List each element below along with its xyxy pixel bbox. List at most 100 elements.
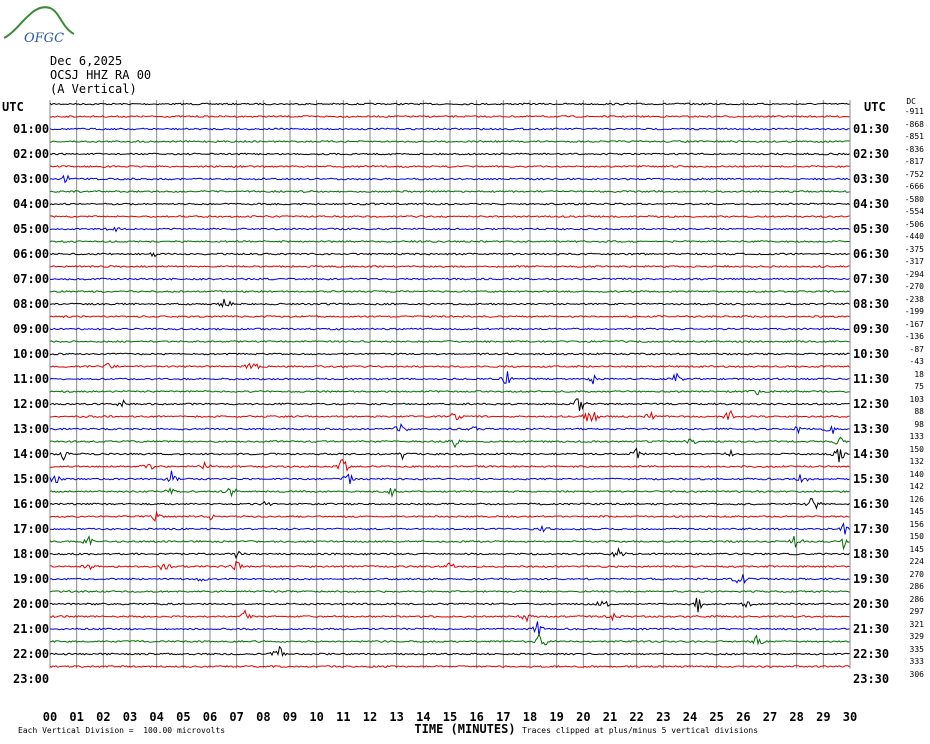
- dc-offset-label: 126: [909, 494, 924, 504]
- dc-offset-label: -87: [909, 344, 924, 354]
- seismic-trace-41: [49, 609, 850, 623]
- hour-label-left: 09:00: [13, 322, 50, 336]
- seismic-trace-4: [49, 152, 850, 156]
- seismic-trace-29: [49, 458, 850, 472]
- dc-offset-label: 150: [909, 532, 924, 541]
- x-tick-label: 16: [469, 710, 484, 724]
- seismic-trace-6: [49, 174, 850, 184]
- seismic-trace-3: [49, 139, 850, 143]
- seismic-trace-42: [50, 621, 850, 636]
- dc-offset-label: -238: [904, 294, 924, 304]
- hour-label-left: 13:00: [13, 422, 50, 436]
- hour-label-right: 03:30: [853, 172, 890, 186]
- x-tick-label: 08: [256, 710, 271, 724]
- seismic-trace-34: [49, 522, 850, 535]
- seismic-trace-43: [50, 633, 850, 646]
- hour-label-right: 23:30: [853, 672, 890, 686]
- hour-label-right: 20:30: [853, 597, 890, 611]
- hour-label-right: 18:30: [853, 547, 890, 561]
- utc-right-label: UTC: [864, 100, 886, 114]
- seismic-trace-5: [49, 165, 850, 168]
- x-tick-label: 30: [842, 710, 858, 724]
- dc-offset-label: -580: [904, 194, 924, 204]
- seismic-trace-27: [49, 436, 850, 449]
- seismic-trace-11: [49, 240, 850, 243]
- seismic-trace-26: [49, 422, 850, 435]
- seismic-trace-12: [49, 251, 850, 258]
- hour-label-right: 06:30: [853, 247, 890, 261]
- dc-offset-label: -270: [904, 282, 924, 291]
- dc-offset-label: -666: [904, 182, 924, 191]
- seismic-trace-33: [49, 510, 850, 522]
- dc-offset-label: -752: [904, 169, 924, 179]
- dc-offset-label: -506: [904, 219, 924, 229]
- seismic-trace-30: [49, 470, 850, 484]
- seismic-trace-25: [49, 409, 850, 423]
- seismic-trace-21: [49, 362, 850, 370]
- hour-label-right: 09:30: [853, 322, 890, 336]
- hour-label-left: 04:00: [13, 197, 50, 211]
- dc-offset-label: 321: [909, 619, 924, 629]
- dc-offset-label: 132: [909, 457, 924, 466]
- dc-offset-label: -167: [904, 319, 924, 329]
- hour-label-left: 18:00: [13, 547, 50, 561]
- hour-label-left: 17:00: [13, 522, 50, 536]
- seismic-trace-13: [49, 265, 850, 268]
- x-tick-label: 14: [416, 710, 431, 724]
- logo-text: OFGC: [24, 31, 64, 46]
- x-axis-title: TIME (MINUTES): [414, 722, 516, 736]
- seismic-trace-20: [49, 352, 850, 356]
- dc-offset-label: 145: [909, 544, 924, 554]
- dc-offset-label: -440: [904, 232, 924, 241]
- dc-offset-label: -375: [904, 244, 924, 254]
- hour-label-right: 02:30: [853, 147, 890, 161]
- x-tick-label: 29: [816, 710, 831, 724]
- dc-offset-label: 333: [909, 657, 924, 666]
- seismic-trace-10: [49, 226, 850, 233]
- hour-label-left: 21:00: [13, 622, 50, 636]
- component-label: (A Vertical): [50, 82, 137, 96]
- hour-label-left: 02:00: [13, 147, 50, 161]
- x-tick-label: 05: [176, 710, 191, 724]
- x-tick-label: 26: [736, 710, 751, 724]
- seismic-trace-35: [49, 534, 850, 551]
- division-note: Each Vertical Division = 100.00 microvol…: [18, 726, 226, 735]
- x-tick-label: 20: [576, 710, 591, 724]
- dc-header: DC: [906, 97, 916, 106]
- dc-offset-label: 145: [909, 507, 924, 516]
- seismic-trace-24: [49, 398, 850, 411]
- seismic-trace-1: [49, 114, 850, 118]
- x-tick-label: 04: [149, 710, 164, 724]
- x-tick-label: 21: [602, 710, 618, 724]
- seismic-trace-19: [49, 340, 850, 343]
- hour-label-right: 08:30: [853, 297, 890, 311]
- dc-offset-label: 286: [909, 594, 924, 604]
- seismic-trace-7: [49, 189, 850, 194]
- seismic-trace-38: [49, 574, 850, 584]
- dc-offset-label: 140: [909, 469, 924, 479]
- seismic-trace-31: [49, 487, 850, 498]
- hour-label-right: 21:30: [853, 622, 890, 636]
- x-tick-label: 01: [69, 710, 84, 724]
- dc-offset-label: -554: [904, 207, 924, 216]
- hour-label-right: 19:30: [853, 572, 890, 586]
- hour-label-right: 11:30: [853, 372, 890, 386]
- seismic-trace-36: [49, 546, 850, 560]
- x-tick-label: 18: [522, 710, 538, 724]
- seismic-trace-40: [49, 597, 850, 613]
- dc-offset-label: 88: [914, 407, 924, 416]
- date-label: Dec 6,2025: [50, 54, 123, 68]
- x-tick-label: 12: [362, 710, 378, 724]
- hour-label-left: 23:00: [13, 672, 50, 686]
- x-tick-label: 28: [789, 710, 804, 724]
- dc-offset-label: -836: [904, 144, 924, 154]
- x-tick-label: 15: [442, 710, 458, 724]
- seismic-trace-32: [49, 498, 850, 510]
- hour-label-right: 13:30: [853, 422, 890, 436]
- x-tick-label: 13: [389, 710, 404, 724]
- dc-offset-label: 270: [909, 569, 924, 579]
- hour-label-right: 07:30: [853, 272, 890, 286]
- hour-label-left: 01:00: [13, 122, 50, 136]
- dc-offset-label: -817: [904, 157, 924, 166]
- x-tick-label: 09: [282, 710, 298, 724]
